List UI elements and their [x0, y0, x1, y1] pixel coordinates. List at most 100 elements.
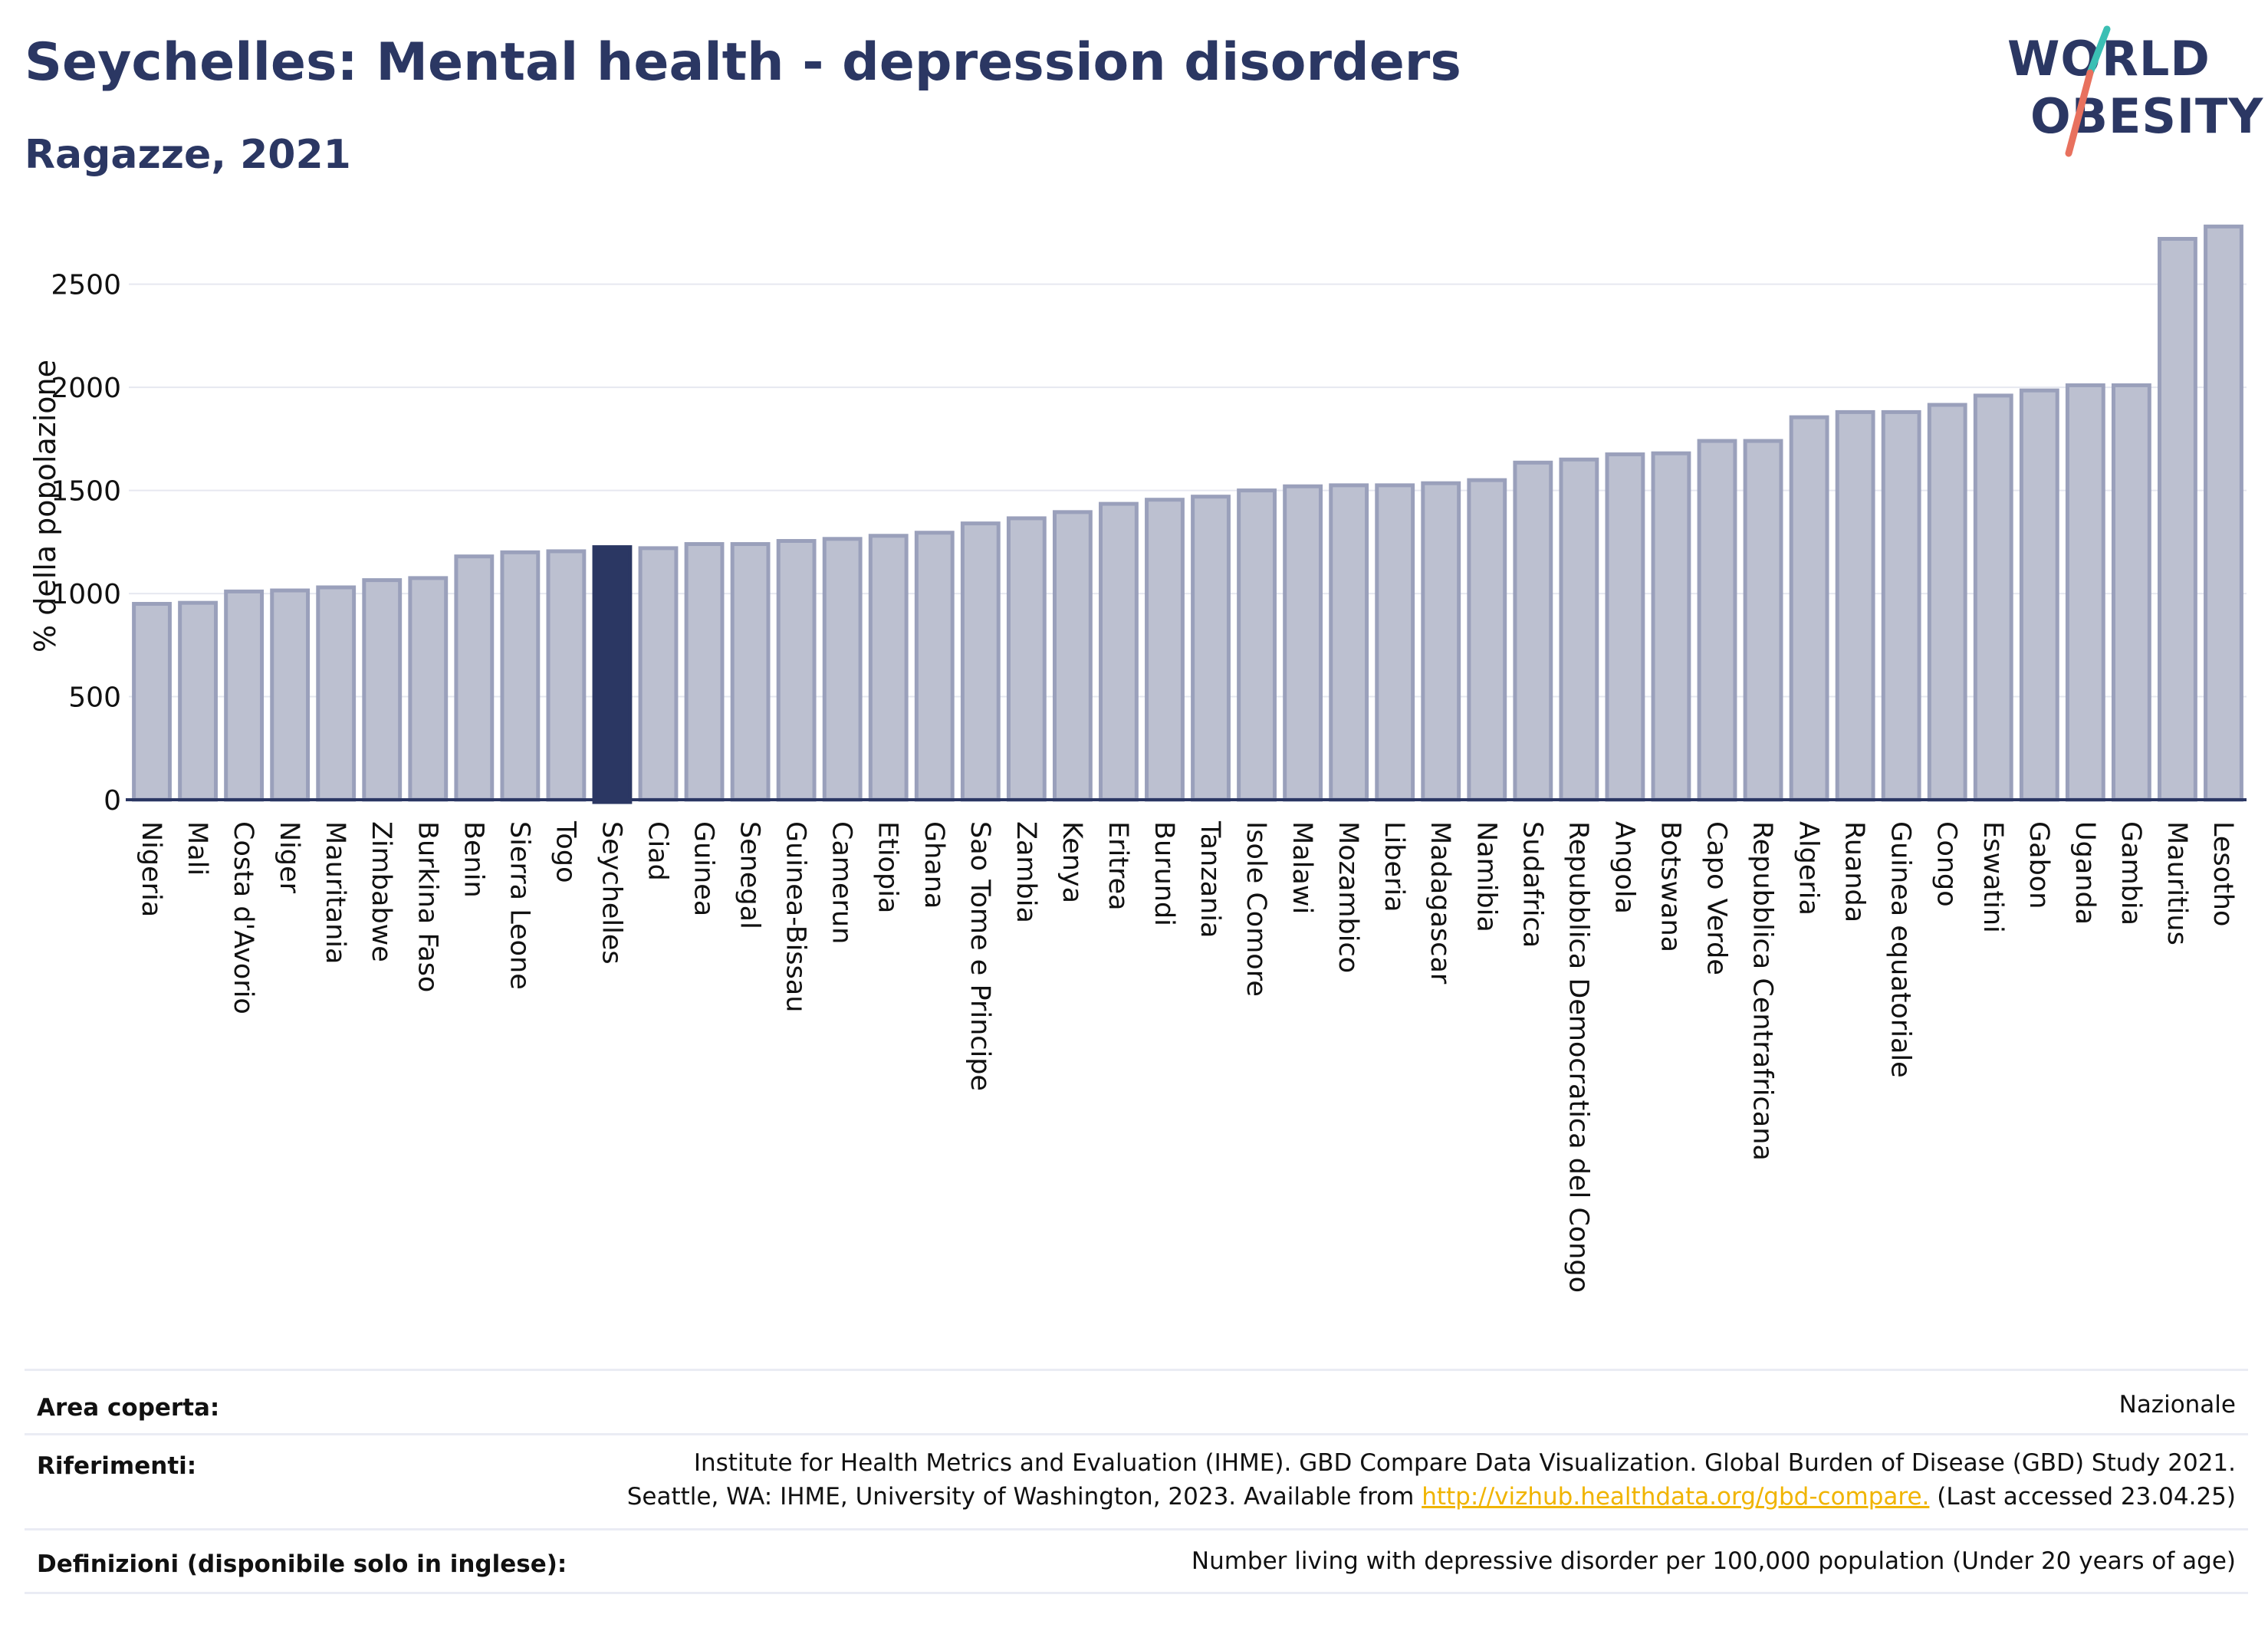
bar-angola	[1605, 452, 1645, 802]
bar-eswatini	[1973, 393, 2013, 802]
definitions-value: Number living with depressive disorder p…	[1191, 1547, 2236, 1575]
bar-mali	[178, 600, 218, 802]
x-tick-label: Tanzania	[1195, 820, 1225, 938]
x-tick-label: Ciad	[643, 821, 673, 881]
meta-row-references: Riferimenti: Institute for Health Metric…	[25, 1433, 2248, 1530]
bar-etiopia	[868, 534, 909, 802]
bar-mauritius	[2158, 237, 2197, 802]
x-tick-label: Gambia	[2115, 821, 2146, 925]
bar-guinea-equatoriale	[1881, 409, 1921, 802]
bar-ciad	[638, 546, 679, 802]
x-tick-label: Sudafrica	[1517, 821, 1547, 948]
y-axis-label: % della popolazione	[28, 360, 62, 653]
world-obesity-logo: WORLD OBESITY	[1978, 23, 2263, 161]
bar-togo	[546, 549, 587, 802]
x-tick-label: Etiopia	[873, 821, 903, 913]
bar-lesotho	[2204, 224, 2243, 802]
x-tick-label: Guinea-Bissau	[781, 821, 811, 1012]
bar-zimbabwe	[362, 578, 403, 802]
bar-tanzania	[1191, 495, 1231, 802]
page-subtitle: Ragazze, 2021	[25, 132, 351, 178]
area-value: Nazionale	[2118, 1391, 2236, 1419]
references-value: Institute for Health Metrics and Evaluat…	[627, 1446, 2236, 1514]
y-tick-label: 500	[68, 682, 121, 714]
x-tick-label: Gabon	[2023, 821, 2054, 909]
x-tick-label: Repubblica Democratica del Congo	[1563, 821, 1593, 1293]
x-tick-label: Nigeria	[136, 821, 166, 917]
bar-gabon	[2019, 388, 2059, 802]
bar-ruanda	[1835, 409, 1875, 802]
x-tick-label: Ruanda	[1839, 821, 1870, 922]
x-axis-labels: Nigeria Mali Costa d'Avorio Niger Mauritania…	[136, 820, 2238, 1293]
definitions-label: Definizioni (disponibile solo in inglese…	[37, 1550, 567, 1578]
x-tick-label: Angola	[1609, 821, 1639, 914]
references-link[interactable]: http://vizhub.healthdata.org/gbd-compare…	[1422, 1483, 1930, 1511]
x-tick-label: Malawi	[1287, 821, 1317, 914]
bar-madagascar	[1421, 481, 1461, 802]
x-tick-label: Benin	[458, 821, 488, 898]
bar-ghana	[914, 531, 955, 802]
bar-chart: 0 500 1000 1500 2000 2500 Nigeria Mali Costa d'…	[28, 224, 2247, 1293]
x-tick-label: Sierra Leone	[504, 821, 534, 990]
bar-botswana	[1651, 451, 1691, 802]
meta-row-definitions: Definizioni (disponibile solo in inglese…	[25, 1528, 2248, 1594]
references-line-1: Institute for Health Metrics and Evaluat…	[693, 1449, 2236, 1477]
bar-camerun	[822, 537, 863, 802]
bar-guinea-bissau	[776, 538, 817, 802]
references-line-2-text: Seattle, WA: IHME, University of Washing…	[626, 1483, 1422, 1511]
x-tick-label: Mauritania	[320, 821, 350, 964]
logo-word-obesity: OBESITY	[2030, 88, 2264, 144]
y-tick-label: 1000	[51, 579, 121, 610]
bar-sudafrica	[1513, 460, 1553, 802]
x-tick-label: Burkina Faso	[412, 821, 442, 992]
x-tick-label: Niger	[274, 821, 304, 894]
x-tick-label: Burundi	[1149, 821, 1179, 926]
x-tick-label: Senegal	[735, 821, 765, 929]
bar-burkina-faso	[408, 576, 449, 802]
x-tick-label: Guinea equatoriale	[1885, 821, 1916, 1078]
bar-malawi	[1283, 484, 1323, 802]
x-tick-label: Algeria	[1793, 821, 1824, 916]
bar-congo	[1927, 403, 1967, 802]
bar-kenya	[1052, 510, 1093, 802]
y-tick-label: 2000	[51, 373, 121, 404]
x-tick-label: Ghana	[919, 821, 949, 909]
y-tick-label: 0	[104, 785, 121, 817]
x-tick-label: Camerun	[827, 821, 857, 944]
x-tick-label: Botswana	[1655, 821, 1685, 952]
references-label: Riferimenti:	[37, 1452, 197, 1480]
page-title: Seychelles: Mental health - depression d…	[25, 32, 1461, 93]
references-line-2: Seattle, WA: IHME, University of Washing…	[627, 1480, 2236, 1514]
y-tick-label: 2500	[51, 270, 121, 301]
x-tick-label: Kenya	[1057, 821, 1087, 903]
x-tick-label: Sao Tome e Principe	[965, 821, 995, 1091]
bar-burundi	[1145, 498, 1185, 802]
x-tick-label: Eritrea	[1103, 821, 1133, 911]
bar-sao-tome-e-principe	[960, 521, 1001, 802]
bar-sierra-leone	[500, 550, 541, 802]
bar-costa-d-avorio	[224, 589, 265, 802]
x-tick-label: Isole Comore	[1241, 821, 1271, 997]
logo-word-world: WORLD	[2007, 31, 2210, 87]
bar-niger	[270, 588, 311, 802]
bar-eritrea	[1099, 501, 1139, 802]
bar-capo-verde	[1697, 439, 1737, 802]
x-tick-label: Zambia	[1011, 821, 1041, 923]
meta-row-area: Area coperta: Nazionale	[25, 1369, 2248, 1435]
bar-nigeria	[132, 602, 172, 802]
bar-mozambico	[1329, 483, 1369, 802]
bar-gambia	[2111, 383, 2151, 802]
references-accessed: (Last accessed 23.04.25)	[1929, 1483, 2236, 1511]
x-tick-label: Mali	[182, 821, 212, 876]
x-tick-label: Togo	[550, 820, 580, 883]
x-tick-label: Costa d'Avorio	[228, 821, 258, 1014]
bar-senegal	[730, 542, 771, 802]
bar-guinea	[684, 542, 725, 802]
bar-liberia	[1375, 483, 1415, 802]
bar-namibia	[1467, 478, 1507, 802]
x-tick-label: Uganda	[2069, 821, 2100, 925]
x-tick-label: Congo	[1931, 821, 1962, 907]
bar-repubblica-centrafricana	[1743, 439, 1783, 802]
x-tick-label: Zimbabwe	[366, 821, 396, 962]
chart-bars	[132, 224, 2243, 804]
